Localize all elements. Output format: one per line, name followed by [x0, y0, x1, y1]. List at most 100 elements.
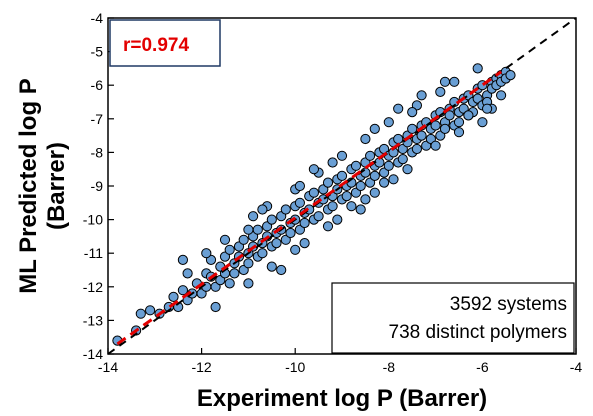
- data-point: [449, 76, 460, 87]
- axis-ticks: -14 -12 -10 -8 -6 -4 -14 -13 -12 -11 -10 -9 -8 -7 -6 -5…: [83, 10, 583, 375]
- data-point: [407, 107, 418, 118]
- y-tick-label: -5: [91, 44, 104, 60]
- data-point: [290, 244, 301, 255]
- data-point: [266, 261, 277, 272]
- y-tick-label: -14: [83, 346, 103, 362]
- r-label: r=0.974: [123, 35, 189, 56]
- x-tick-label: -6: [476, 359, 489, 375]
- data-point: [346, 201, 357, 212]
- data-point: [299, 217, 310, 229]
- data-point: [430, 140, 441, 151]
- data-point: [341, 191, 352, 202]
- x-tick-label: -10: [285, 359, 305, 375]
- data-point: [369, 170, 380, 181]
- data-point: [219, 234, 231, 245]
- x-axis-title: Experiment log P (Barrer): [197, 385, 487, 412]
- data-point: [248, 211, 259, 222]
- y-tick-label: -11: [84, 245, 103, 261]
- data-point: [135, 308, 146, 319]
- x-tick-label: -8: [383, 359, 396, 375]
- data-point: [444, 110, 455, 121]
- data-point: [365, 150, 376, 161]
- data-point: [327, 157, 338, 168]
- data-point: [243, 258, 254, 269]
- data-point: [229, 268, 240, 279]
- data-point: [280, 234, 291, 245]
- y-tick-label: -4: [91, 10, 104, 26]
- x-tick-label: -14: [98, 359, 118, 375]
- data-point: [379, 177, 390, 188]
- data-point: [383, 160, 394, 171]
- data-point: [201, 248, 212, 259]
- data-point: [393, 133, 404, 145]
- y-axis-title-line2: (Barrer): [43, 142, 70, 230]
- data-point: [145, 305, 156, 316]
- plot-area: [107, 17, 577, 355]
- data-point: [294, 180, 305, 192]
- data-point: [472, 63, 483, 74]
- data-point: [313, 211, 324, 222]
- systems-count: 3592 systems: [450, 294, 567, 315]
- data-point: [224, 244, 235, 255]
- data-point: [453, 117, 465, 128]
- data-point: [360, 194, 371, 205]
- data-point: [430, 120, 441, 131]
- points-layer: [112, 63, 516, 346]
- data-point: [332, 214, 343, 225]
- data-point: [453, 127, 465, 138]
- y-axis-title-line1: ML Predicted log P: [15, 78, 42, 294]
- data-point: [477, 117, 488, 128]
- data-point: [439, 76, 451, 87]
- reference-lines: [107, 17, 577, 355]
- data-point: [252, 224, 263, 235]
- y-tick-label: -9: [91, 178, 104, 194]
- data-point: [350, 160, 362, 171]
- data-point: [243, 224, 254, 235]
- y-tick-label: -6: [91, 77, 104, 93]
- data-point: [369, 123, 380, 134]
- data-point: [355, 204, 366, 215]
- data-point: [322, 177, 334, 188]
- data-point: [308, 187, 319, 198]
- y-tick-label: -8: [91, 144, 104, 160]
- r-label-box: [109, 19, 221, 67]
- y-tick-label: -10: [83, 212, 103, 228]
- data-point: [322, 221, 334, 232]
- data-point: [416, 90, 427, 101]
- data-point: [308, 164, 319, 175]
- data-point: [435, 86, 446, 98]
- data-point: [168, 291, 179, 302]
- data-point: [402, 164, 413, 175]
- data-point: [210, 301, 221, 313]
- data-point: [416, 130, 427, 141]
- data-point: [463, 110, 474, 121]
- data-point: [266, 214, 277, 225]
- data-point: [224, 278, 235, 289]
- data-point: [182, 268, 193, 279]
- data-point: [383, 117, 394, 128]
- data-point: [219, 251, 231, 262]
- data-point: [388, 174, 399, 185]
- data-point: [369, 187, 380, 198]
- data-point: [355, 180, 366, 192]
- data-point: [238, 234, 249, 245]
- data-point: [177, 254, 188, 265]
- data-point: [336, 150, 348, 161]
- data-point: [439, 123, 451, 134]
- data-point: [243, 278, 254, 289]
- data-point: [496, 90, 507, 101]
- y-tick-label: -13: [83, 312, 103, 328]
- data-point: [336, 170, 348, 181]
- data-point: [505, 70, 516, 81]
- data-point: [360, 133, 371, 145]
- x-tick-label: -12: [191, 359, 211, 375]
- data-point: [411, 143, 422, 155]
- data-point: [177, 285, 188, 296]
- data-point: [299, 238, 310, 249]
- data-point: [276, 264, 287, 276]
- data-point: [257, 248, 268, 259]
- info-box: [331, 282, 575, 354]
- data-point: [482, 103, 493, 114]
- data-point: [285, 227, 296, 239]
